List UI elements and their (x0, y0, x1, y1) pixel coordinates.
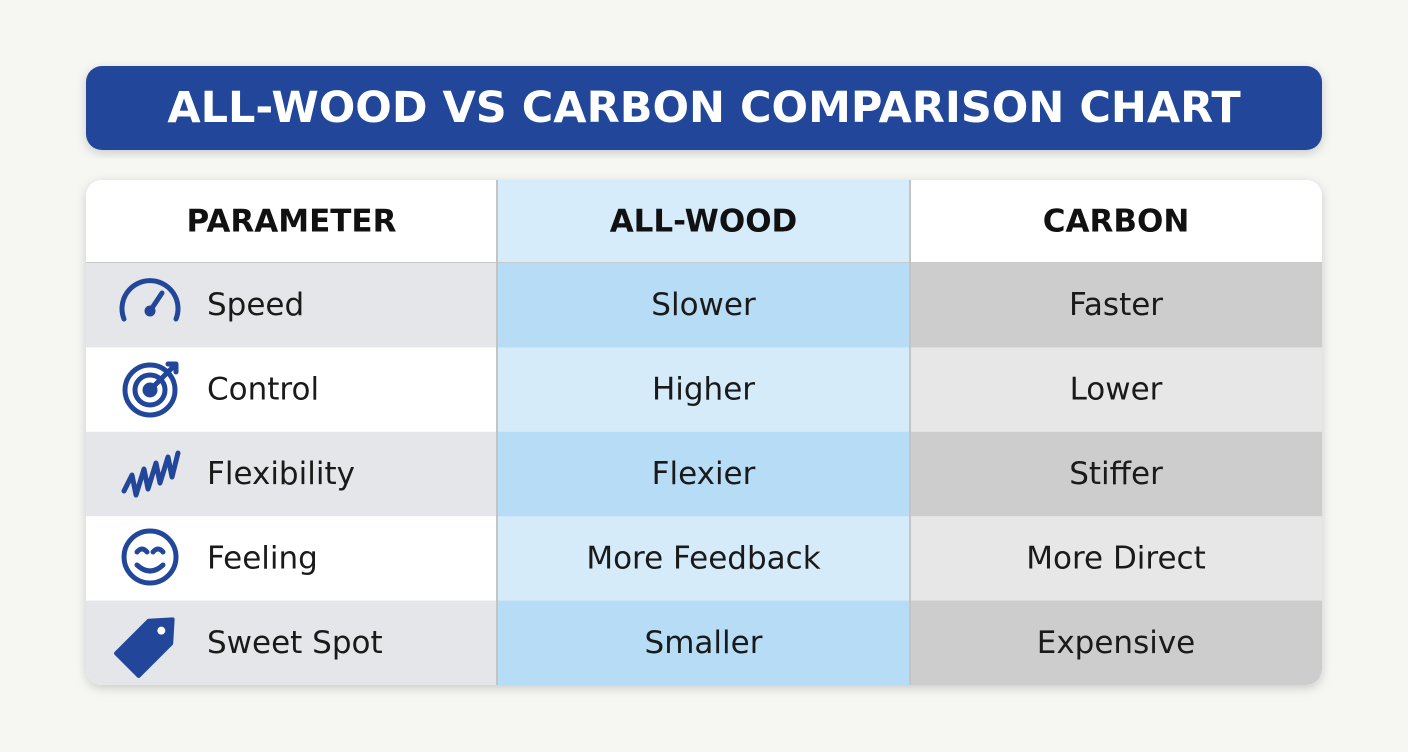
speed-icon (119, 278, 181, 322)
cell-bg (497, 600, 910, 685)
header-cell (86, 180, 497, 263)
cell-text: Slower (651, 287, 756, 323)
cell-text: Flexier (652, 456, 756, 492)
cell-text: Stiffer (1069, 456, 1163, 492)
cell-bg (910, 263, 1322, 348)
cell-bg (497, 347, 910, 433)
cell-text: Lower (1070, 372, 1163, 408)
title: ALL-WOOD VS CARBON COMPARISON CHART (167, 83, 1241, 133)
cell-bg (910, 431, 1322, 517)
header-cell (910, 180, 1322, 263)
cell-bg (910, 516, 1322, 602)
cell-text: Smaller (645, 625, 763, 661)
cell-text: Speed (207, 287, 304, 323)
header-label: CARBON (1043, 204, 1190, 240)
cell-text: Faster (1069, 287, 1163, 323)
cell-text: More Feedback (586, 540, 820, 576)
control-icon (122, 361, 179, 418)
title-bar (86, 66, 1322, 150)
cell-text: Expensive (1037, 625, 1196, 661)
cell-text: Flexibility (207, 456, 355, 492)
cell-text: Control (207, 372, 319, 408)
icons (114, 278, 181, 678)
cell-bg (497, 263, 910, 348)
cell-text: Feeling (207, 540, 318, 576)
cell-bg (497, 431, 910, 517)
header-cell (497, 180, 910, 263)
flexibility-icon (121, 450, 181, 498)
cell-bg (910, 600, 1322, 685)
cell-bg (497, 516, 910, 602)
cell-bg (910, 347, 1322, 433)
header-label: ALL-WOOD (610, 204, 798, 240)
table: PARAMETER ALL-WOOD CARBON Speed Slower Faster… (86, 180, 1322, 685)
cell-text: More Direct (1026, 540, 1206, 576)
sweet-spot-icon (114, 617, 175, 678)
cell-text: Higher (652, 372, 755, 408)
cell-text: Sweet Spot (207, 625, 383, 661)
feeling-icon (121, 528, 179, 586)
header-label: PARAMETER (187, 204, 397, 240)
